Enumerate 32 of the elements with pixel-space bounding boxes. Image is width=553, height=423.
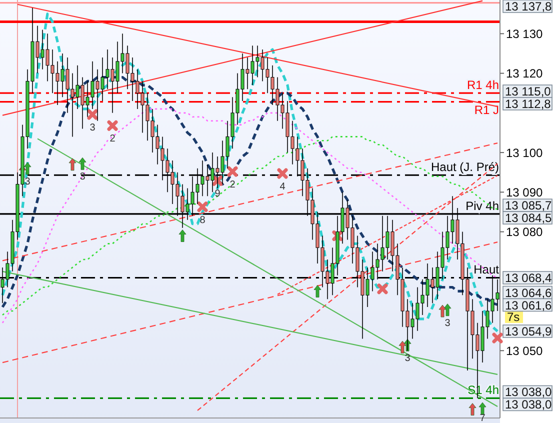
annotation: 2 (110, 134, 116, 145)
text: 13 085,7 (505, 198, 552, 213)
text: 13 064,6 (505, 286, 552, 300)
text: 13 115,0 (505, 84, 552, 99)
ref-line-label: R1 4h (466, 78, 499, 92)
ref-line-label: Haut (474, 262, 500, 277)
annotation: 3 (444, 318, 451, 329)
text: 13 112,8 (505, 97, 552, 112)
y-tick-label: 13 120 (506, 66, 544, 81)
y-tick-label: 13 100 (506, 146, 544, 160)
ref-line-label: Haut (J. Pré) (430, 160, 500, 174)
text: 13 084,5 (505, 211, 552, 226)
annotation: 3 (404, 353, 411, 364)
annotation: 8 (200, 214, 206, 226)
y-tick-label: 13 080 (506, 225, 544, 240)
y-tick-label: 13 090 (506, 185, 544, 200)
text: 7s (507, 310, 520, 324)
ref-line-label: Piv 4h (466, 198, 499, 213)
text: 13 054,9 (505, 324, 552, 339)
annotation: 4 (280, 182, 286, 193)
annotation: 3 (90, 122, 96, 134)
text: 13 068,4 (505, 271, 552, 286)
text: 13 038,0 (505, 398, 552, 412)
text: 13 061,6 (505, 298, 552, 312)
annotation: 3 (24, 176, 31, 188)
y-tick-label: 13 050 (506, 344, 544, 358)
annotation: 2 (230, 180, 236, 191)
annotation: 9 (214, 188, 221, 200)
y-tick-label: 13 130 (506, 26, 544, 41)
text: 13 137,8 (505, 0, 552, 14)
text: 13 038,0 (505, 385, 552, 400)
annotation: 7 (480, 413, 486, 423)
